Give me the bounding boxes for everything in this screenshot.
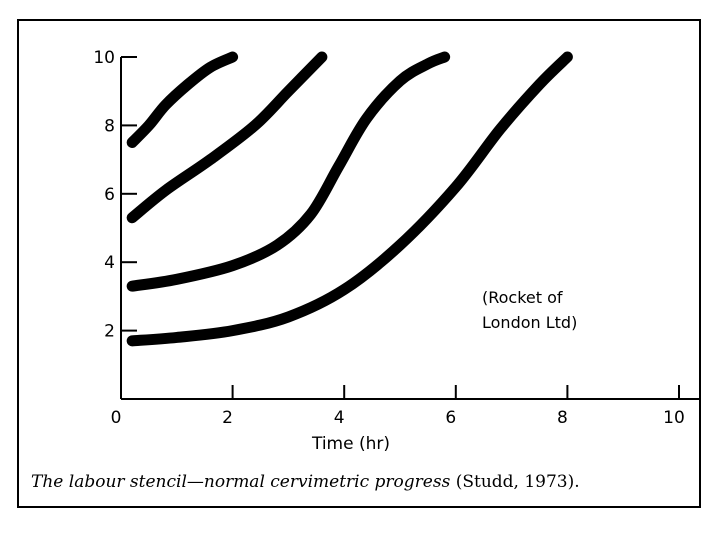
y-tick-label: 2 <box>104 322 115 342</box>
series-line-1 <box>126 51 239 148</box>
figure-frame: 0 2 4 6 8 10 2 4 6 8 10 Time (hr) (Rocket of Londo… <box>17 19 701 508</box>
figure-caption: The labour stencil—normal cervimetric pr… <box>31 472 580 492</box>
x-tick-label: 0 <box>111 408 122 428</box>
caption-citation: (Studd, 1973). <box>455 472 580 492</box>
x-tick-label: 8 <box>557 408 568 428</box>
y-tick-label: 4 <box>104 253 115 273</box>
chart-axes <box>120 57 699 400</box>
x-tick-label: 2 <box>222 408 233 428</box>
y-tick-label: 10 <box>93 48 115 68</box>
x-tick-label: 10 <box>663 408 685 428</box>
annotation-line-2: London Ltd) <box>482 313 577 332</box>
series-line-4 <box>126 51 573 347</box>
y-tick-label: 6 <box>104 185 115 205</box>
x-axis-title: Time (hr) <box>311 434 390 454</box>
series-line-3 <box>126 51 451 292</box>
series-line-2 <box>126 51 328 224</box>
cervimetric-chart: 0 2 4 6 8 10 2 4 6 8 10 Time (hr) (Rocket of Londo… <box>93 48 699 454</box>
annotation-line-1: (Rocket of <box>482 288 563 307</box>
x-tick-label: 6 <box>445 408 456 428</box>
x-tick-label: 4 <box>334 408 345 428</box>
caption-text: The labour stencil—normal cervimetric pr… <box>31 472 456 492</box>
y-tick-label: 8 <box>104 116 115 136</box>
